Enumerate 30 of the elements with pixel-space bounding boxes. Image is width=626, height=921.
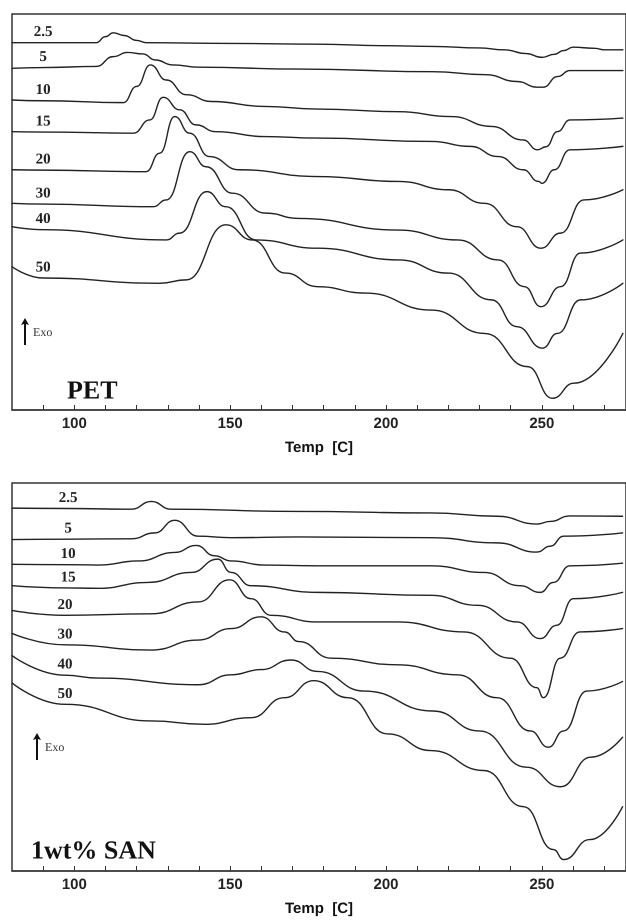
- text: PET: [67, 376, 118, 404]
- x-axis-title: Temp [C]: [284, 900, 354, 917]
- x-axis-title: Temp [C]: [284, 439, 354, 456]
- x-tick-label: 150: [218, 415, 243, 432]
- series-label: 50: [36, 260, 51, 276]
- series-label: 20: [57, 596, 72, 613]
- x-tick-label: 250: [529, 415, 554, 432]
- series-label: 40: [36, 211, 51, 228]
- series-label: 20: [36, 152, 51, 168]
- x-tick-label: 100: [62, 876, 87, 893]
- x-tick-label: 250: [529, 876, 554, 893]
- annotation: Exo: [45, 740, 64, 754]
- x-tick-label: 100: [62, 415, 87, 432]
- x-tick-label: 200: [373, 876, 399, 893]
- x-tick-label: 200: [373, 415, 399, 432]
- series-label: 2.5: [34, 24, 53, 40]
- series-label: 15: [36, 114, 51, 130]
- series-label: 2.5: [58, 490, 78, 506]
- annotation: Exo: [33, 325, 52, 339]
- x-tick-label: 150: [218, 876, 243, 893]
- series-label: 5: [64, 520, 72, 537]
- series-label: 50: [57, 686, 72, 702]
- series-label: 30: [57, 626, 72, 642]
- series-label: 5: [39, 49, 47, 66]
- series-label: 30: [36, 186, 51, 202]
- series-label: 10: [60, 546, 76, 562]
- series-label: 10: [36, 82, 51, 98]
- text: 1wt% SAN: [31, 836, 156, 864]
- series-label: 15: [60, 569, 76, 586]
- series-label: 40: [57, 656, 72, 673]
